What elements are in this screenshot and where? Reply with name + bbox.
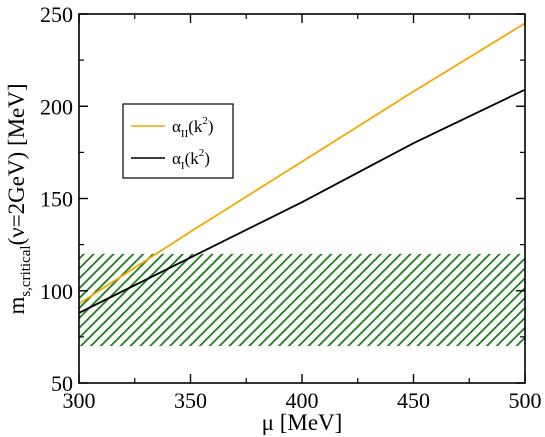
y-axis-title: ms,critical(ν=2GeV) [MeV] [4, 83, 34, 314]
legend-box [122, 103, 234, 179]
legend: αII(k2) αI(k2) [122, 103, 234, 179]
x-tick-label: 400 [286, 388, 319, 413]
hatched-band-layer [79, 253, 525, 347]
y-tick-label: 100 [40, 279, 73, 304]
series-layer [79, 22, 525, 314]
series-line-alpha-i [79, 88, 525, 314]
x-tick-label: 350 [174, 388, 207, 413]
x-tick-label: 450 [397, 388, 430, 413]
y-tick-label: 50 [51, 371, 73, 396]
y-axis-title-rest: (ν=2GeV) [MeV] [4, 83, 29, 245]
legend-label-alpha-ii: αII(k2) [172, 115, 214, 140]
hatched-band [79, 253, 525, 347]
series-line-alpha-ii [79, 22, 525, 305]
y-axis-title-subscript: s,critical [18, 245, 34, 296]
y-axis-title-main: m [4, 297, 29, 315]
x-tick-label: 300 [63, 388, 96, 413]
x-tick-label: 500 [509, 388, 542, 413]
y-tick-label: 250 [40, 2, 73, 27]
legend-label-alpha-i: αI(k2) [172, 147, 210, 172]
x-axis-title: μ [MeV] [262, 410, 343, 435]
y-tick-label: 200 [40, 94, 73, 119]
plot-frame [78, 13, 526, 384]
y-tick-label: 150 [40, 187, 73, 212]
